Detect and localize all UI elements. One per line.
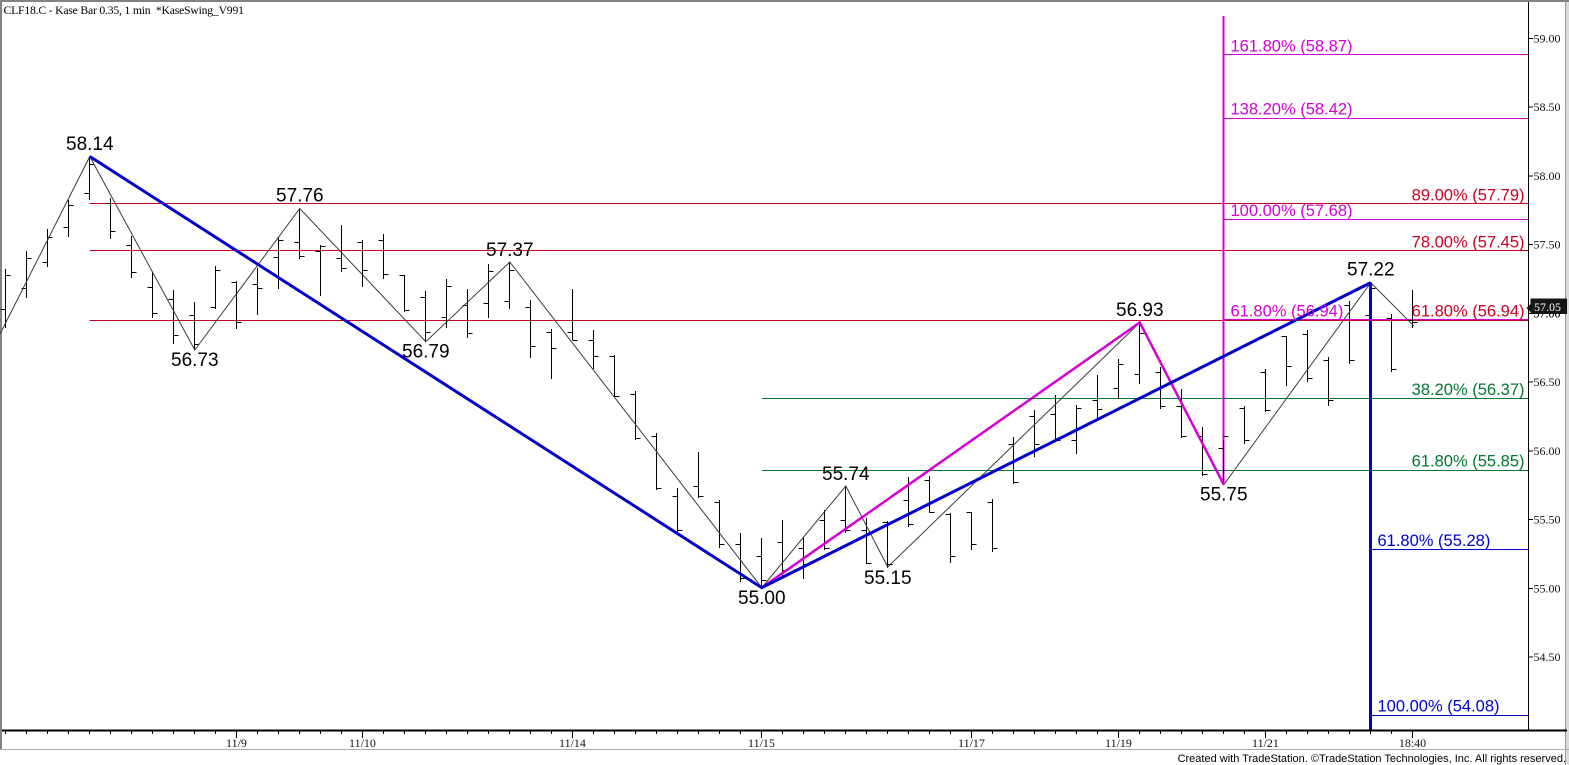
svg-text:161.80% (58.87): 161.80% (58.87) xyxy=(1231,38,1353,56)
svg-text:55.50: 55.50 xyxy=(1534,513,1561,527)
svg-text:61.80% (56.94): 61.80% (56.94) xyxy=(1412,303,1525,321)
svg-text:58.00: 58.00 xyxy=(1534,169,1561,183)
svg-text:57.50: 57.50 xyxy=(1534,238,1561,252)
svg-text:55.00: 55.00 xyxy=(1534,582,1561,596)
svg-text:18:40: 18:40 xyxy=(1399,736,1426,750)
svg-text:56.79: 56.79 xyxy=(402,342,450,363)
svg-text:58.50: 58.50 xyxy=(1534,100,1561,114)
svg-text:61.80% (56.94): 61.80% (56.94) xyxy=(1231,303,1344,321)
svg-text:57.05: 57.05 xyxy=(1534,300,1561,314)
svg-text:100.00% (57.68): 100.00% (57.68) xyxy=(1231,202,1353,220)
svg-text:57.22: 57.22 xyxy=(1347,260,1395,281)
svg-text:56.93: 56.93 xyxy=(1116,300,1164,321)
svg-text:58.14: 58.14 xyxy=(66,134,114,155)
svg-text:CLF18.C - Kase Bar 0.35, 1 min: CLF18.C - Kase Bar 0.35, 1 min *KaseSwin… xyxy=(4,4,245,17)
svg-text:38.20% (56.37): 38.20% (56.37) xyxy=(1412,381,1525,399)
svg-text:57.37: 57.37 xyxy=(486,240,534,261)
svg-text:55.00: 55.00 xyxy=(738,588,786,609)
svg-text:61.80% (55.28): 61.80% (55.28) xyxy=(1378,532,1491,550)
svg-text:59.00: 59.00 xyxy=(1534,32,1561,46)
svg-text:100.00% (54.08): 100.00% (54.08) xyxy=(1378,698,1500,716)
svg-text:11/17: 11/17 xyxy=(958,736,985,750)
svg-text:55.15: 55.15 xyxy=(864,568,912,589)
svg-text:11/9: 11/9 xyxy=(226,736,247,750)
svg-text:61.80% (55.85): 61.80% (55.85) xyxy=(1412,453,1525,471)
svg-text:55.74: 55.74 xyxy=(822,464,870,485)
svg-text:11/21: 11/21 xyxy=(1252,736,1279,750)
svg-text:57.76: 57.76 xyxy=(276,186,324,207)
svg-text:138.20% (58.42): 138.20% (58.42) xyxy=(1231,101,1353,119)
svg-text:11/19: 11/19 xyxy=(1105,736,1132,750)
svg-text:Created with TradeStation. ©Tr: Created with TradeStation. ©TradeStation… xyxy=(1178,753,1566,765)
svg-text:56.00: 56.00 xyxy=(1534,444,1561,458)
svg-text:78.00% (57.45): 78.00% (57.45) xyxy=(1412,234,1525,252)
svg-text:56.73: 56.73 xyxy=(171,350,219,371)
svg-text:11/10: 11/10 xyxy=(349,736,376,750)
svg-text:54.50: 54.50 xyxy=(1534,650,1561,664)
svg-text:89.00% (57.79): 89.00% (57.79) xyxy=(1412,187,1525,205)
svg-text:56.50: 56.50 xyxy=(1534,375,1561,389)
svg-text:55.75: 55.75 xyxy=(1200,485,1248,506)
svg-text:11/14: 11/14 xyxy=(559,736,586,750)
svg-text:11/15: 11/15 xyxy=(748,736,775,750)
